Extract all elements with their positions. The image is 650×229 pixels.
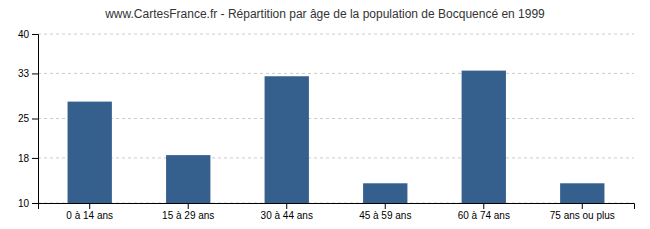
x-tick-mark [188,203,189,209]
y-tick-mark [32,158,38,159]
grid-line [38,118,634,119]
x-tick-label: 75 ans ou plus [550,210,615,221]
chart-svg: 10 18 25 33 40 0 à 14 ans 15 à 29 ans 30 à 44 a… [0,0,650,229]
y-tick: 33 [18,68,38,79]
x-tick-label: 0 à 14 ans [66,210,113,221]
y-tick: 25 [18,113,38,124]
x-tick: 15 à 29 ans [162,203,214,221]
title: www.CartesFrance.fr - Répartition par âg… [104,7,545,21]
grid-line [38,34,634,35]
bar [265,76,309,203]
x-tick-mark [385,203,386,209]
x-tick: 0 à 14 ans [66,203,113,221]
y-tick-mark [32,119,38,120]
y-tick-mark [32,73,38,74]
bar [363,183,407,203]
y-tick-mark [32,203,38,204]
y-tick-label: 25 [18,113,30,124]
x-tick-label: 45 à 59 ans [359,210,411,221]
x-tick-mark [89,203,90,209]
y-tick: 10 [18,198,38,209]
y-tick-label: 33 [18,68,30,79]
y-axis: 10 18 25 33 40 [18,29,39,209]
y-tick-label: 18 [18,153,30,164]
y-tick-label: 40 [18,29,30,40]
bars [68,71,605,203]
x-tick: 60 à 74 ans [458,203,510,221]
y-tick-mark [32,34,38,35]
x-tick-label: 30 à 44 ans [261,210,313,221]
x-tick: 45 à 59 ans [359,203,411,221]
y-axis-line [32,35,39,204]
grid-line [38,73,634,74]
x-tick-label: 15 à 29 ans [162,210,214,221]
x-tick: 30 à 44 ans [261,203,313,221]
x-tick-mark [483,203,484,209]
x-tick: 75 ans ou plus [550,203,615,221]
y-tick: 40 [18,29,38,40]
x-axis-line [39,204,635,210]
bar [462,71,506,203]
grid [38,34,634,203]
y-tick: 18 [18,153,38,164]
x-axis: 0 à 14 ans 15 à 29 ans 30 à 44 ans 45 à 59 … [39,203,635,221]
x-tick-mark [286,203,287,209]
x-tick-label: 60 à 74 ans [458,210,510,221]
bar [560,183,604,203]
y-tick-label: 10 [18,198,30,209]
grid-line [38,157,634,158]
bar [166,155,210,203]
bar [68,102,112,203]
x-tick-mark [582,203,583,209]
chart-container: 10 18 25 33 40 0 à 14 ans 15 à 29 ans 30 à 44 a… [0,0,650,229]
